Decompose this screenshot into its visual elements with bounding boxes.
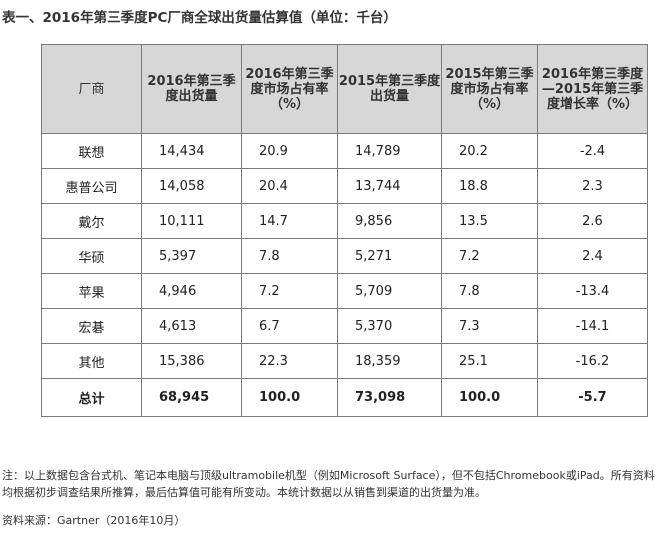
vendor-cell: 华硕 — [41, 238, 142, 274]
header-row: 厂商 2016年第三季度出货量 2016年第三季度市场占有率（%） 2015年第… — [41, 44, 648, 134]
header-text: 2015年第三季度出货量 — [338, 74, 441, 104]
cell: 5,271 — [337, 238, 442, 274]
column-header-2016q3-shipments: 2016年第三季度出货量 — [141, 44, 242, 134]
cell: 9,856 — [337, 203, 442, 239]
cell: 13.5 — [441, 203, 538, 239]
cell: 4,946 — [141, 273, 242, 309]
table-title: 表一、2016年第三季度PC厂商全球出货量估算值（单位：千台） — [2, 10, 397, 26]
cell: 4,613 — [141, 308, 242, 344]
table-row: 戴尔 10,111 14.7 9,856 13.5 2.6 — [41, 203, 648, 239]
vendor-cell: 宏碁 — [41, 308, 142, 344]
vendor-cell: 苹果 — [41, 273, 142, 309]
cell: 2.4 — [537, 238, 648, 274]
cell: -14.1 — [537, 308, 648, 344]
source-note: 资料来源：Gartner（2016年10月） — [2, 514, 186, 527]
cell: 18.8 — [441, 168, 538, 204]
cell: 7.2 — [441, 238, 538, 274]
cell: 14.7 — [241, 203, 338, 239]
cell: -16.2 — [537, 343, 648, 379]
table-row: 宏碁 4,613 6.7 5,370 7.3 -14.1 — [41, 308, 648, 344]
vendor-cell: 惠普公司 — [41, 168, 142, 204]
total-cell: 73,098 — [337, 378, 442, 417]
cell: 22.3 — [241, 343, 338, 379]
pc-shipments-table: 厂商 2016年第三季度出货量 2016年第三季度市场占有率（%） 2015年第… — [41, 44, 648, 417]
column-header-2015q3-shipments: 2015年第三季度出货量 — [337, 44, 442, 134]
cell: 14,058 — [141, 168, 242, 204]
table-row: 联想 14,434 20.9 14,789 20.2 -2.4 — [41, 133, 648, 169]
cell: -13.4 — [537, 273, 648, 309]
vendor-cell: 联想 — [41, 133, 142, 169]
column-header-2015q3-share: 2015年第三季度市场占有率（%） — [441, 44, 538, 134]
cell: 14,789 — [337, 133, 442, 169]
vendor-cell: 其他 — [41, 343, 142, 379]
cell: 15,386 — [141, 343, 242, 379]
cell: -2.4 — [537, 133, 648, 169]
cell: 7.3 — [441, 308, 538, 344]
footnote: 注：以上数据包含台式机、笔记本电脑与顶级ultramobile机型（例如Micr… — [2, 469, 655, 499]
table-row: 华硕 5,397 7.8 5,271 7.2 2.4 — [41, 238, 648, 274]
column-header-2016q3-share: 2016年第三季度市场占有率（%） — [241, 44, 338, 134]
total-cell: 100.0 — [441, 378, 538, 417]
table-row: 惠普公司 14,058 20.4 13,744 18.8 2.3 — [41, 168, 648, 204]
cell: 7.2 — [241, 273, 338, 309]
cell: 20.2 — [441, 133, 538, 169]
total-cell: 100.0 — [241, 378, 338, 417]
cell: 10,111 — [141, 203, 242, 239]
total-cell: -5.7 — [537, 378, 648, 417]
cell: 18,359 — [337, 343, 442, 379]
header-text: 2016年第三季度出货量 — [147, 74, 236, 104]
cell: 7.8 — [441, 273, 538, 309]
column-header-vendor: 厂商 — [41, 44, 142, 134]
cell: 6.7 — [241, 308, 338, 344]
header-text: 2016年第三季度市场占有率（%） — [245, 66, 334, 112]
table-row: 其他 15,386 22.3 18,359 25.1 -16.2 — [41, 343, 648, 379]
header-text: 2016年第三季度—2015年第三季度增长率（%） — [541, 66, 644, 112]
total-label: 总计 — [41, 378, 142, 417]
cell: 5,370 — [337, 308, 442, 344]
column-header-growth: 2016年第三季度—2015年第三季度增长率（%） — [537, 44, 648, 134]
cell: 2.3 — [537, 168, 648, 204]
cell: 20.9 — [241, 133, 338, 169]
cell: 5,709 — [337, 273, 442, 309]
cell: 14,434 — [141, 133, 242, 169]
cell: 5,397 — [141, 238, 242, 274]
vendor-cell: 戴尔 — [41, 203, 142, 239]
table-row: 苹果 4,946 7.2 5,709 7.8 -13.4 — [41, 273, 648, 309]
cell: 7.8 — [241, 238, 338, 274]
header-text: 2015年第三季度市场占有率（%） — [445, 66, 534, 112]
cell: 13,744 — [337, 168, 442, 204]
total-cell: 68,945 — [141, 378, 242, 417]
total-row: 总计 68,945 100.0 73,098 100.0 -5.7 — [41, 378, 648, 417]
cell: 20.4 — [241, 168, 338, 204]
cell: 2.6 — [537, 203, 648, 239]
cell: 25.1 — [441, 343, 538, 379]
